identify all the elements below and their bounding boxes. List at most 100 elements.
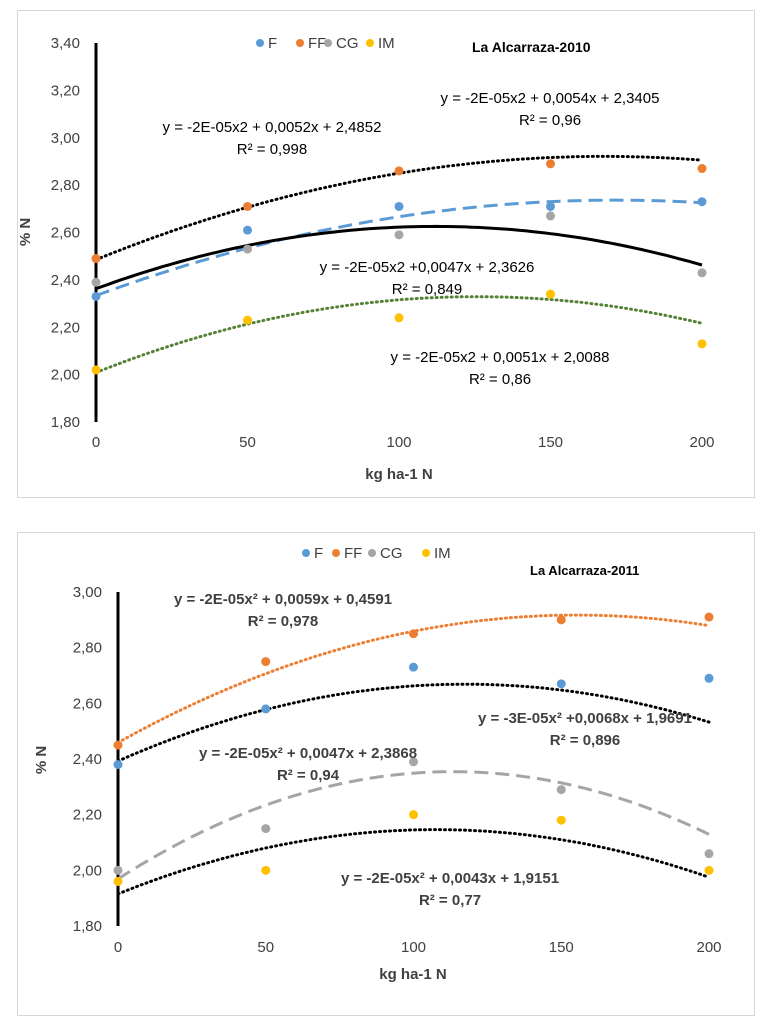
y-tick-label: 1,80	[73, 918, 102, 935]
trendline-IM	[94, 295, 704, 374]
trend-equation: R² = 0,998	[237, 141, 307, 158]
trend-equation: y = -2E-05x2 + 0,0054x + 2,3405	[441, 90, 660, 107]
y-tick-label: 3,00	[73, 584, 102, 601]
data-point-CG	[704, 849, 714, 859]
legend-marker-CG	[368, 549, 376, 557]
data-point-FF	[261, 657, 271, 667]
data-point-F	[546, 201, 555, 211]
data-point-IM	[409, 810, 418, 820]
data-point-CG	[556, 785, 566, 795]
y-tick-label: 3,40	[51, 35, 80, 52]
data-point-CG	[261, 824, 271, 834]
x-tick-label: 200	[696, 939, 721, 956]
y-tick-label: 2,40	[51, 272, 80, 289]
legend-marker-F	[302, 549, 310, 557]
data-point-F	[556, 679, 566, 689]
data-point-FF	[243, 201, 252, 211]
x-tick-label: 50	[257, 939, 274, 956]
legend: F FF CG IM	[302, 545, 451, 562]
trend-equation: R² = 0,94	[277, 767, 340, 784]
trend-equation: R² = 0,96	[519, 112, 581, 129]
trend-equation: R² = 0,849	[392, 281, 462, 298]
y-tick-label: 2,60	[51, 225, 80, 242]
x-tick-label: 0	[114, 939, 122, 956]
trend-equation: y = -2E-05x² + 0,0047x + 2,3868	[199, 745, 417, 762]
x-tick-label: 200	[689, 434, 714, 451]
trendline-CG	[95, 224, 703, 291]
data-point-F	[91, 291, 101, 301]
data-point-CG	[91, 277, 101, 287]
legend-label-F: F	[314, 545, 323, 562]
data-point-IM	[91, 365, 101, 375]
legend-marker-FF	[296, 39, 304, 47]
trend-equation: y = -2E-05x2 +0,0047x + 2,3626	[320, 259, 535, 276]
trend-equation: y = -2E-05x² + 0,0059x + 0,4591	[174, 591, 392, 608]
y-tick-label: 2,60	[73, 695, 102, 712]
chart-panel-2011	[17, 532, 755, 1016]
trend-equation: R² = 0,896	[550, 732, 620, 749]
data-point-IM	[704, 865, 714, 875]
y-tick-label: 1,80	[51, 414, 80, 431]
data-point-IM	[261, 865, 271, 875]
data-point-FF	[704, 612, 714, 622]
x-tick-label: 50	[239, 434, 256, 451]
legend-marker-CG	[324, 39, 332, 47]
chart-title: La Alcarraza-2010	[472, 39, 591, 55]
data-point-F	[394, 201, 404, 211]
y-tick-label: 2,80	[73, 640, 102, 657]
legend-marker-IM	[366, 39, 374, 47]
data-point-FF	[697, 164, 707, 174]
y-axis-title: % N	[17, 218, 34, 246]
trend-equation: R² = 0,978	[248, 613, 318, 630]
data-point-F	[704, 673, 714, 683]
x-tick-label: 150	[549, 939, 574, 956]
x-axis-title: kg ha-1 N	[365, 466, 433, 483]
chart-panel-2010	[17, 10, 755, 498]
trendline-IM	[116, 828, 711, 896]
legend-label-F: F	[268, 35, 277, 52]
y-tick-label: 2,40	[73, 751, 102, 768]
legend-label-FF: FF	[344, 545, 362, 562]
trend-equation: R² = 0,86	[469, 371, 531, 388]
data-point-IM	[697, 339, 707, 349]
y-tick-label: 3,20	[51, 82, 80, 99]
x-tick-label: 150	[538, 434, 563, 451]
y-tick-label: 2,00	[73, 862, 102, 879]
data-point-IM	[243, 315, 252, 325]
trend-equation: y = -2E-05x2 + 0,0052x + 2,4852	[163, 119, 382, 136]
y-tick-label: 3,00	[51, 130, 80, 147]
legend: F FF CG IM	[256, 35, 395, 52]
data-point-FF	[394, 166, 404, 176]
legend-marker-FF	[332, 549, 340, 557]
y-tick-label: 2,20	[73, 807, 102, 824]
data-point-FF	[556, 615, 566, 625]
data-point-CG	[697, 268, 707, 278]
legend-marker-IM	[422, 549, 430, 557]
data-point-FF	[91, 254, 101, 264]
y-tick-label: 2,20	[51, 319, 80, 336]
data-point-F	[261, 704, 271, 714]
data-point-IM	[556, 815, 566, 825]
legend-label-FF: FF	[308, 35, 326, 52]
x-tick-label: 0	[92, 434, 100, 451]
trendline-F	[116, 682, 711, 763]
data-point-CG	[243, 244, 252, 254]
data-point-CG	[113, 865, 123, 875]
legend-label-CG: CG	[336, 35, 359, 52]
trend-equation: R² = 0,77	[419, 892, 481, 909]
data-point-IM	[113, 876, 123, 886]
x-tick-label: 100	[386, 434, 411, 451]
data-point-CG	[409, 757, 418, 767]
trendline-CG	[117, 770, 710, 881]
data-point-IM	[546, 289, 555, 299]
trendline-F	[95, 198, 703, 298]
data-point-CG	[546, 211, 555, 221]
legend-label-CG: CG	[380, 545, 403, 562]
y-tick-label: 2,00	[51, 367, 80, 384]
chart-1: 1,80 2,00 2,20 2,40 2,60 2,80 3,00 0 50 100 150 200…	[33, 545, 722, 983]
data-point-F	[697, 197, 707, 207]
x-tick-label: 100	[401, 939, 426, 956]
trend-equation: y = -2E-05x² + 0,0043x + 1,9151	[341, 870, 559, 887]
legend-label-IM: IM	[434, 545, 451, 562]
